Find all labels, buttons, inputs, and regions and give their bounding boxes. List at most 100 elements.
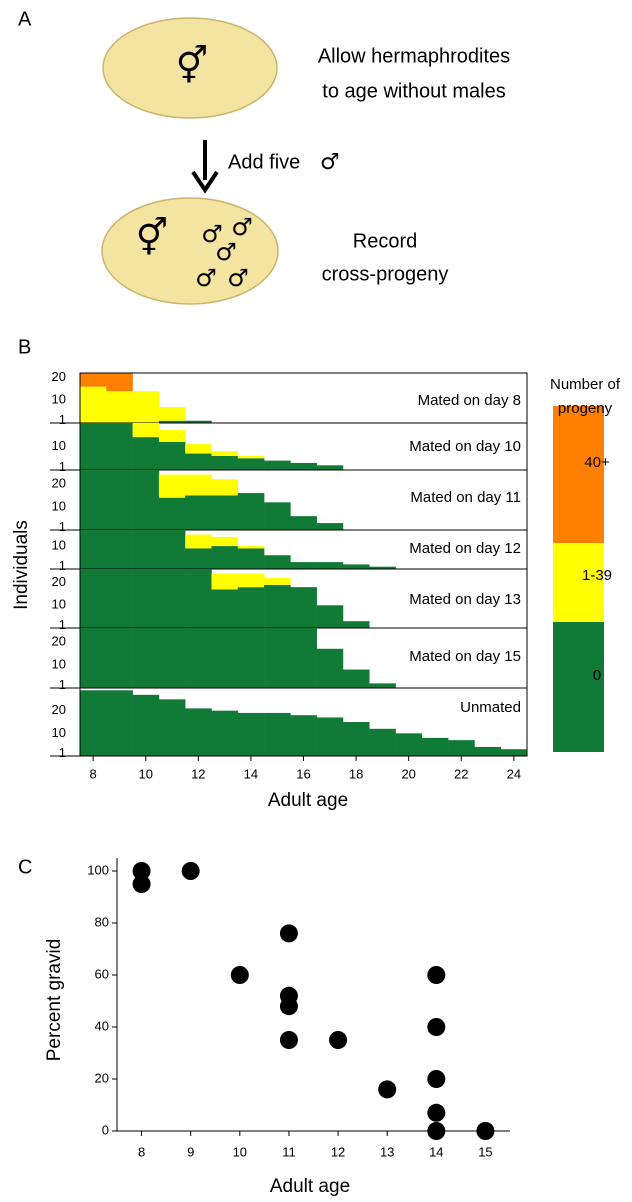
point [427,1103,446,1122]
x-tick-label: 24 [507,766,521,781]
y-tick-label: 10 [52,597,66,612]
step-bar [185,534,212,549]
y-tick-label: 10 [52,438,66,453]
x-tick-label: 8 [90,766,97,781]
point [476,1122,495,1140]
male-symbol: ♂ [201,220,223,248]
legend-swatch [553,406,604,543]
male-symbol: ♂ [195,264,217,292]
point [427,1018,446,1036]
point [279,924,298,943]
step-bar [211,455,239,470]
point [427,1070,446,1088]
panel-name: Mated on day 8 [418,392,521,409]
step-bar [290,715,317,756]
step-bar [158,497,186,530]
step-bar [290,628,317,688]
arrow-head [191,170,219,194]
step-bar [316,465,344,470]
step-bar [264,555,291,569]
y-tick-label: 1 [59,745,66,760]
step-bar [185,474,212,496]
step-bar [316,562,344,569]
y-tick-label: 1 [59,459,66,474]
step-bar [369,683,396,688]
legend-label: 40+ [584,454,610,471]
step-bar [185,444,212,454]
step-text: Allow hermaphrodites [318,45,510,67]
step-bar [316,648,344,688]
plate [101,197,279,305]
y-tick-label: 20 [52,369,66,384]
panel-label: A [18,8,32,30]
panel-name: Mated on day 13 [409,591,521,608]
step-bar [342,564,370,569]
step-bar [342,722,370,756]
step-bar [264,460,291,470]
step-bar [290,562,317,569]
plate [102,17,278,119]
y-tick-label: 10 [52,656,66,671]
step-bar [237,546,265,549]
step-bar [158,530,186,569]
step-bar [132,694,160,756]
step-bar [237,548,265,569]
male-symbol: ♂ [231,213,253,241]
x-tick-label: 8 [138,1144,145,1159]
x-tick-label: 10 [139,766,153,781]
y-axis-label: Percent gravid [44,939,65,1062]
step-bar [185,628,212,688]
x-tick-label: 15 [478,1144,492,1159]
step-bar [211,546,239,569]
hermaphrodite-symbol: ⚥ [176,45,209,87]
x-tick-label: 14 [429,1144,443,1159]
step-bar [158,474,186,498]
panel-name: Mated on day 12 [409,540,521,557]
point [132,862,151,880]
y-tick-label: 20 [52,633,66,648]
x-axis-label: Adult age [270,1176,350,1197]
step-bar [80,569,107,628]
step-bar [106,423,133,470]
step-bar [106,628,133,688]
panel-label: C [18,856,32,878]
x-tick-label: 12 [191,766,205,781]
legend-swatch [553,622,604,752]
step-bar [237,493,265,530]
step-bar [132,470,160,530]
step-bar [211,495,239,530]
y-tick-label: 20 [52,475,66,490]
step-bar [421,737,449,756]
hermaphrodite-symbol: ⚥ [136,217,169,259]
step-bar [264,578,291,585]
step-bar [290,516,317,530]
step-bar [395,733,423,756]
step-bar [80,373,107,387]
step-bar [211,536,239,547]
step-bar [290,587,317,628]
point [427,966,446,984]
step-bar [316,605,344,628]
step-bar [106,391,133,423]
legend-label: 0 [593,667,601,684]
y-tick-label: 40 [95,1018,109,1033]
x-tick-label: 10 [233,1144,247,1159]
step-bar [80,423,107,470]
y-tick-label: 80 [95,914,109,929]
step-bar [185,420,212,423]
point [427,1122,446,1140]
y-tick-label: 10 [52,498,66,513]
y-tick-label: 1 [59,519,66,534]
x-tick-label: 13 [380,1144,394,1159]
step-bar [80,470,107,530]
male-symbol: ♂ [320,150,340,175]
step-bar [369,566,396,569]
step-bar [448,740,475,756]
step-bar [158,441,186,470]
y-tick-label: 0 [102,1122,109,1137]
step-bar [185,708,212,756]
step-bar [316,717,344,756]
step-bar [158,407,186,421]
x-tick-label: 18 [349,766,363,781]
